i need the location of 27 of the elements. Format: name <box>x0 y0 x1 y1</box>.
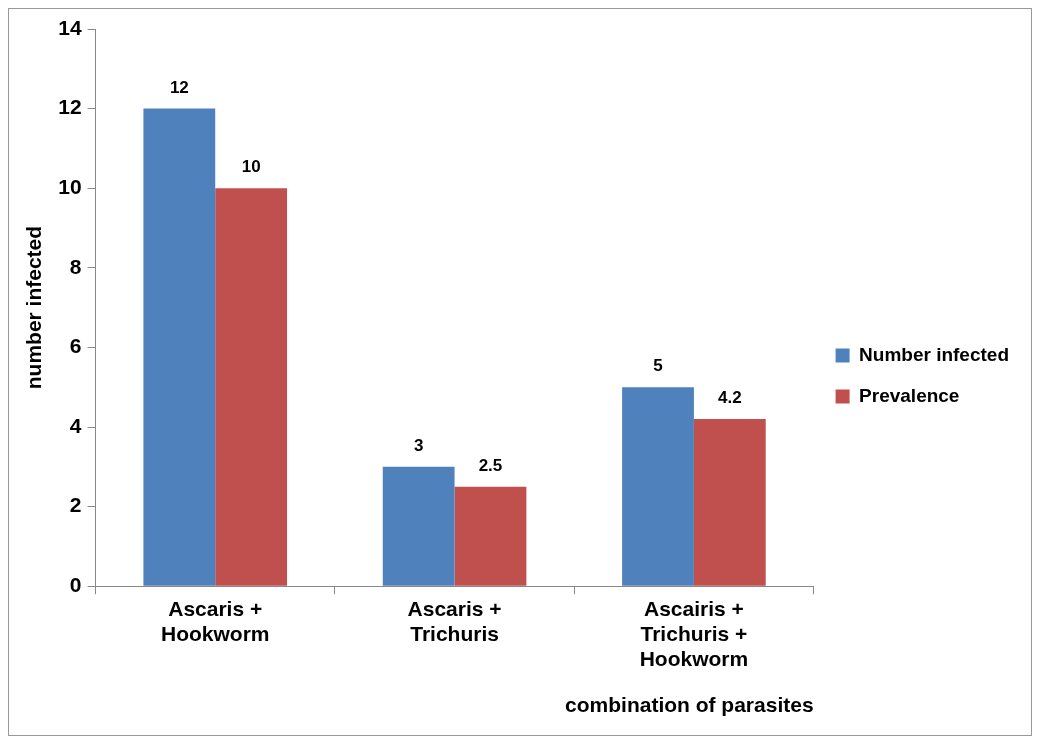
x-tick-label: Ascaris + Hookworm <box>160 596 270 645</box>
x-tick-label: Ascairis + Trichuris + Hookworm <box>639 596 749 670</box>
legend-label: Number infected <box>859 343 1010 365</box>
data-label: 3 <box>413 435 424 455</box>
y-tick-label: 0 <box>69 573 82 596</box>
x-axis-title: combination of parasites <box>565 693 814 717</box>
y-tick-label: 14 <box>58 15 82 39</box>
x-tick-label: Ascaris + Trichuris <box>407 596 502 645</box>
y-tick-label: 2 <box>69 493 82 517</box>
y-axis-title: number infected <box>22 225 46 390</box>
bar <box>454 486 527 586</box>
y-tick-label: 12 <box>58 95 82 119</box>
bar <box>693 419 766 586</box>
y-tick-label: 8 <box>69 254 82 278</box>
y-tick-label: 6 <box>69 334 82 358</box>
bar <box>622 387 694 586</box>
legend-label: Prevalence <box>859 384 960 406</box>
data-label: 2.5 <box>478 455 503 475</box>
y-tick-label: 10 <box>58 175 82 198</box>
bar <box>215 188 288 586</box>
y-tick-label: 4 <box>69 413 82 437</box>
bar <box>382 466 455 586</box>
data-label: 10 <box>241 157 261 177</box>
data-label: 5 <box>653 356 663 376</box>
data-label: 12 <box>169 77 189 97</box>
data-label: 4.2 <box>718 388 742 408</box>
bar <box>143 108 216 586</box>
